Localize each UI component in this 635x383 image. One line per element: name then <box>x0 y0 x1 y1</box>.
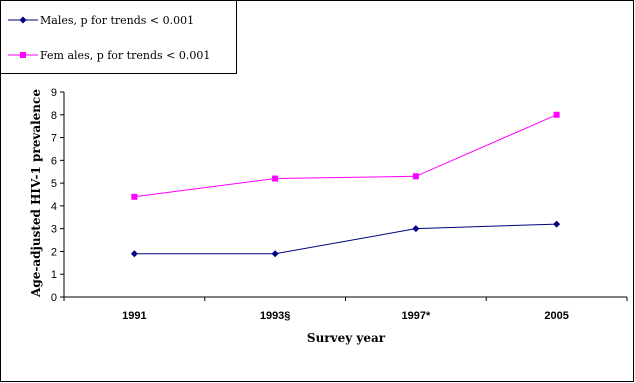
legend-marker-1 <box>19 16 27 24</box>
data-point-2 <box>131 193 138 200</box>
legend-label-2: Fem ales, p for trends < 0.001 <box>40 49 210 62</box>
y-tick-label: 3 <box>51 224 57 236</box>
x-axis-label: Survey year <box>307 331 386 345</box>
y-tick-label: 7 <box>51 133 57 145</box>
x-tick-label: 1997* <box>401 310 430 322</box>
y-tick-label: 5 <box>51 178 57 190</box>
series-line-2 <box>134 114 557 198</box>
y-tick-label: 0 <box>51 292 57 304</box>
y-tick-label: 4 <box>51 201 57 213</box>
y-axis-label: Age-adjusted HIV-1 prevalence <box>29 89 43 298</box>
y-tick-label: 9 <box>51 87 57 99</box>
data-point-2 <box>272 175 279 182</box>
series-line-1 <box>134 223 557 255</box>
axes: 0 1 2 3 4 5 6 7 8 9 1991 1993§ 1997* 2005 <box>51 87 628 322</box>
data-point-1 <box>553 220 561 228</box>
y-tick-label: 2 <box>51 246 57 258</box>
x-tick-label: 1991 <box>122 310 146 322</box>
data-point-1 <box>271 250 279 258</box>
x-tick-label: 1993§ <box>260 310 291 322</box>
y-tick-label: 1 <box>51 269 57 281</box>
legend-marker-2 <box>20 52 26 58</box>
legend-box <box>0 0 237 74</box>
legend: Males, p for trends < 0.001 Fem ales, p f… <box>0 0 237 74</box>
data-point-2 <box>553 111 560 118</box>
data-point-1 <box>412 225 420 233</box>
y-tick-label: 6 <box>51 155 57 167</box>
series-layer <box>130 111 561 258</box>
data-point-1 <box>130 250 138 258</box>
data-point-2 <box>412 173 419 180</box>
legend-label-1: Males, p for trends < 0.001 <box>40 14 194 27</box>
y-tick-label: 8 <box>51 110 57 122</box>
x-tick-label: 2005 <box>544 310 568 322</box>
